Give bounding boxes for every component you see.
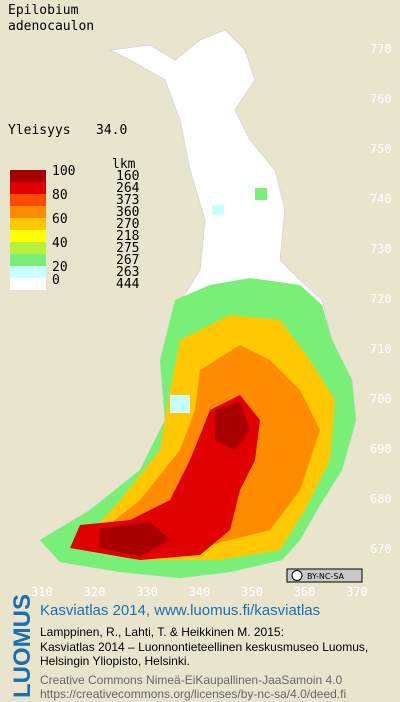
legend-swatch [10,206,46,218]
badge-text: BY-NC-SA [307,572,345,581]
brand: LUOMUS [9,594,36,698]
legend-scale-label: 80 [52,188,68,203]
easting-label: 370 [346,585,368,599]
dark-red-zone [100,522,170,556]
legend-count: 263 [116,265,139,280]
easting-label: 340 [189,585,211,599]
citation-line: Lamppinen, R., Lahti, T. & Heikkinen M. … [40,625,284,639]
light-cell [212,205,224,215]
legend-swatch [10,182,46,194]
northing-label: 740 [370,192,392,206]
easting-label: 320 [84,585,106,599]
northing-label: 700 [370,392,392,406]
easting-label: 350 [241,585,263,599]
legend-scale-label: 20 [52,260,68,275]
legend-swatch [10,242,46,254]
legend-scale-label: 40 [52,236,68,251]
axes: 770 760 750 740 730 720 710 700 690 680 670 310 320 3… [31,42,392,599]
northing-label: 760 [370,92,392,106]
species-name: Epilobium [8,3,79,18]
finland-map [39,29,357,579]
northing-label: 680 [370,492,392,506]
citation-line: Kasviatlas 2014 – Luonnontieteellinen ke… [40,640,368,654]
northing-label: 770 [370,42,392,56]
northing-label: 730 [370,242,392,256]
legend-count: 275 [116,241,139,256]
legend-scale-label: 100 [52,164,75,179]
legend-count-title: lkm [112,157,136,172]
northing-label: 710 [370,342,392,356]
citation-line: Helsingin Yliopisto, Helsinki. [40,654,190,668]
legend-count: 373 [116,193,139,208]
headline: Kasviatlas 2014, www.luomus.fi/kasviatla… [40,602,320,619]
license-line: Creative Commons Nimeä-EiKaupallinen-Jaa… [40,673,342,687]
legend-count: 444 [116,277,140,292]
legend-swatch [10,194,46,206]
cc-icon [291,570,303,581]
red-zone [70,395,260,560]
frequency-label: Yleisyys [8,123,71,138]
legend-scale-label: 0 [52,273,60,288]
legend-count: 360 [116,205,139,220]
legend-count: 270 [116,217,139,232]
easting-label: 360 [294,585,316,599]
legend-scale-label: 60 [52,212,68,227]
legend-count: 160 [116,169,139,184]
frequency-value: 34.0 [96,123,127,138]
license-badge [286,568,363,583]
dark-red-zone [215,402,250,450]
license-line: https://creativecommons.org/licenses/by-… [40,687,346,701]
northing-label: 670 [370,542,392,556]
legend-count: 218 [116,229,139,244]
legend-swatch [10,230,46,242]
northing-label: 690 [370,442,392,456]
legend-swatch [10,278,46,290]
species-name: adenocaulon [8,19,94,34]
green-cell [255,188,267,200]
legend-swatch [10,266,46,278]
easting-label: 330 [136,585,158,599]
northing-label: 750 [370,142,392,156]
legend-swatch [10,254,46,266]
legend-swatch [10,218,46,230]
northing-label: 720 [370,292,392,306]
legend-swatch [10,170,46,182]
legend-count: 264 [116,181,140,196]
light-cell [170,395,190,413]
easting-label: 310 [31,585,53,599]
legend-count: 267 [116,253,139,268]
